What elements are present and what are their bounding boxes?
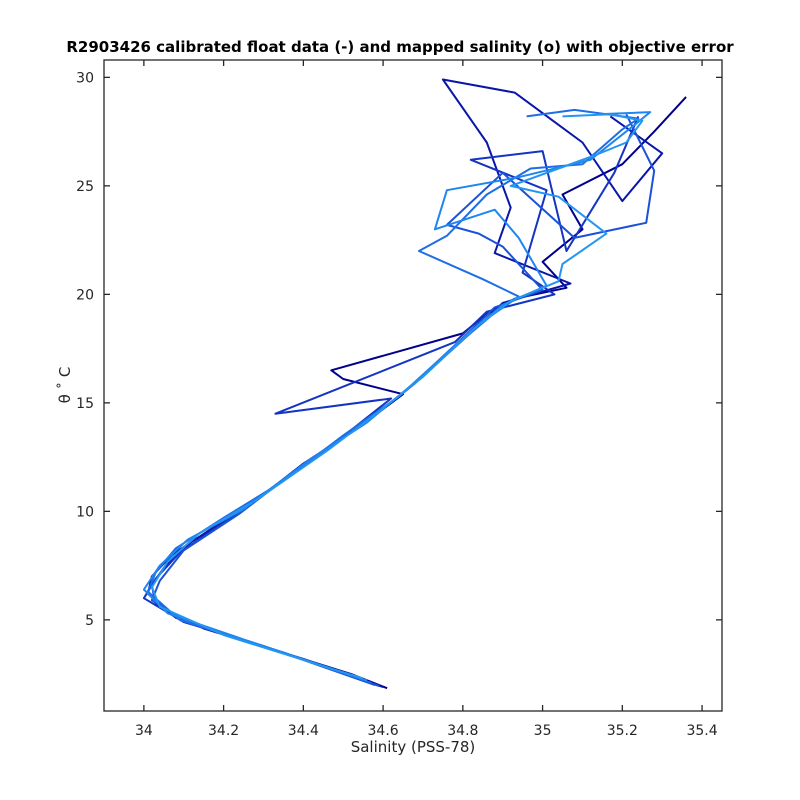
x-tick-label-2: 34.2 xyxy=(208,723,239,739)
x-axis: 34 34.2 34.4 34.6 34.8 35 35.2 35.4 xyxy=(135,60,718,739)
x-tick-label-6: 35 xyxy=(534,723,552,739)
y-tick-label-4: 20 xyxy=(76,287,94,303)
profile-line-2 xyxy=(150,78,664,689)
x-tick-label-5: 34.8 xyxy=(447,723,478,739)
y-tick-label-5: 25 xyxy=(76,179,94,195)
profile-line-7 xyxy=(150,113,644,680)
profile-line-5 xyxy=(146,108,640,684)
x-tick-label-3: 34.4 xyxy=(288,723,319,739)
plot-area xyxy=(103,59,723,712)
y-tick-label-1: 5 xyxy=(85,613,94,629)
chart-title: R2903426 calibrated float data (-) and m… xyxy=(66,38,734,56)
y-tick-label-2: 10 xyxy=(76,504,94,520)
y-tick-label-3: 15 xyxy=(76,396,94,412)
x-tick-label-4: 34.6 xyxy=(368,723,399,739)
y-tick-label-6: 30 xyxy=(76,70,94,86)
y-axis: 5 10 15 20 25 30 xyxy=(76,70,722,629)
series-layer xyxy=(142,78,687,690)
x-axis-label: Salinity (PSS-78) xyxy=(351,738,476,756)
x-tick-label-8: 35.4 xyxy=(686,723,717,739)
x-tick-label-1: 34 xyxy=(135,723,153,739)
x-tick-label-7: 35.2 xyxy=(607,723,638,739)
profile-line-4 xyxy=(150,113,656,687)
y-axis-label: θ ˚ C xyxy=(56,367,74,404)
